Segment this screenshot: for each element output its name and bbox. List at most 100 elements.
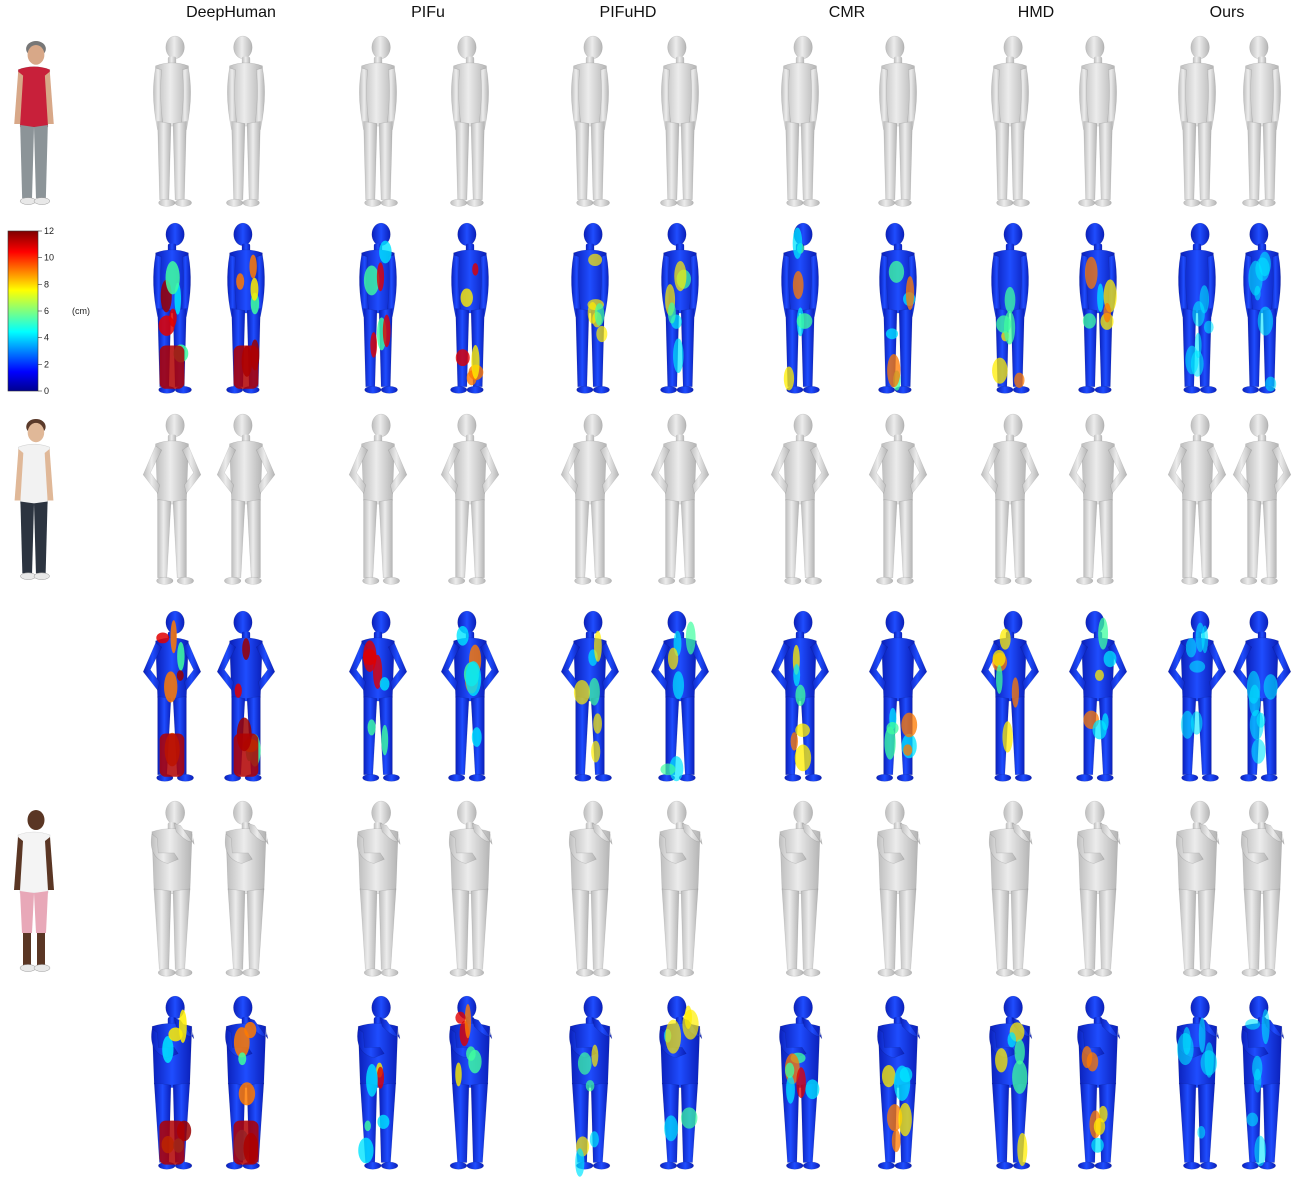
error-hotspot xyxy=(905,276,915,311)
mesh-rendering-cmr-front xyxy=(770,413,830,585)
error-map-cmr-front xyxy=(770,610,830,782)
error-hotspot xyxy=(1185,345,1199,375)
error-map-cmr-back xyxy=(868,610,928,782)
error-hotspot xyxy=(1103,650,1117,668)
error-hotspot xyxy=(1256,712,1266,728)
error-hotspot xyxy=(672,671,685,700)
mesh-rendering-ours-front xyxy=(1175,800,1220,977)
error-map-pifuhd-front xyxy=(571,222,610,394)
error-hotspot xyxy=(786,1075,795,1104)
error-hotspot xyxy=(1098,617,1109,650)
error-hotspot xyxy=(793,663,801,687)
error-hotspot xyxy=(164,671,178,703)
colorbar-tick-label: 8 xyxy=(44,279,49,289)
error-hotspot xyxy=(1190,711,1203,735)
error-hotspot xyxy=(1261,1009,1270,1045)
mesh-rendering-hmd-back xyxy=(1076,800,1121,977)
error-map-deephuman-back xyxy=(216,610,276,782)
colorbar-tick-label: 10 xyxy=(44,253,54,263)
error-map-ours-back xyxy=(1241,995,1285,1170)
error-hotspot xyxy=(588,253,603,267)
error-hotspot xyxy=(667,302,676,324)
error-hotspot xyxy=(162,1036,174,1064)
error-hotspot xyxy=(1094,669,1104,681)
error-hotspot xyxy=(455,349,470,367)
error-hotspot xyxy=(1007,1032,1017,1048)
mesh-rendering-pifuhd-back xyxy=(660,35,699,207)
error-map-deephuman-front xyxy=(142,610,202,782)
error-map-hmd-front xyxy=(991,222,1030,394)
error-hotspot xyxy=(1091,1137,1104,1153)
error-hotspot xyxy=(585,1080,595,1092)
error-hotspot xyxy=(790,732,799,751)
error-hotspot xyxy=(1252,1055,1263,1081)
column-header-deephuman: DeepHuman xyxy=(186,4,276,21)
error-hotspot xyxy=(785,1062,795,1078)
mesh-rendering-pifu-back xyxy=(450,35,489,207)
error-hotspot xyxy=(1011,677,1019,708)
error-hotspot xyxy=(472,263,479,276)
mesh-rendering-deephuman-front xyxy=(153,35,192,207)
error-hotspot xyxy=(1082,313,1096,329)
mesh-rendering-ours-front xyxy=(1178,35,1217,207)
error-hotspot xyxy=(465,661,482,697)
error-map-cmr-front xyxy=(779,995,823,1170)
colorbar-ticks: 0 2 4 6 8 10 12 xyxy=(38,226,54,396)
error-hotspot xyxy=(783,366,795,391)
colorbar-tick-label: 4 xyxy=(44,333,49,343)
error-hotspot xyxy=(885,328,899,340)
error-hotspot xyxy=(1263,674,1278,700)
mesh-rendering-ours-back xyxy=(1242,35,1281,207)
error-hotspot xyxy=(992,357,1008,384)
error-hotspot xyxy=(1192,301,1205,327)
error-map-ours-back xyxy=(1232,610,1292,782)
error-map-cmr-front xyxy=(781,222,820,394)
error-hotspot xyxy=(455,1062,462,1087)
error-hotspot xyxy=(460,288,473,307)
error-hotspot xyxy=(1248,260,1263,296)
error-map-pifu-back xyxy=(450,222,489,394)
error-hotspot xyxy=(1200,1050,1218,1076)
body-renderings xyxy=(142,35,1292,1177)
mesh-rendering-pifuhd-front xyxy=(568,800,613,977)
column-header-ours: Ours xyxy=(1209,4,1245,21)
error-map-ours-front xyxy=(1167,610,1227,782)
error-hotspot xyxy=(159,1120,185,1165)
error-map-pifu-front xyxy=(357,995,401,1170)
error-hotspot xyxy=(363,265,380,296)
colorbar-tick-label: 0 xyxy=(44,386,49,396)
error-hotspot xyxy=(891,1129,901,1153)
error-hotspot xyxy=(796,313,813,329)
error-hotspot xyxy=(685,621,696,655)
error-hotspot xyxy=(594,630,602,662)
error-map-hmd-back xyxy=(1077,995,1121,1170)
error-hotspot xyxy=(664,1115,678,1142)
error-hotspot xyxy=(893,1065,911,1102)
error-map-hmd-front xyxy=(980,610,1040,782)
error-map-pifuhd-back xyxy=(660,222,699,394)
error-hotspot xyxy=(795,684,806,707)
mesh-rendering-hmd-front xyxy=(988,800,1033,977)
error-hotspot xyxy=(233,733,259,777)
error-hotspot xyxy=(903,744,913,756)
error-hotspot xyxy=(1201,625,1209,654)
mesh-rendering-pifu-back xyxy=(448,800,493,977)
error-map-pifuhd-back xyxy=(650,610,710,782)
mesh-rendering-cmr-front xyxy=(781,35,820,207)
mesh-rendering-pifuhd-front xyxy=(571,35,610,207)
error-map-deephuman-front xyxy=(151,995,195,1170)
error-hotspot xyxy=(468,1049,482,1074)
mesh-rendering-ours-back xyxy=(1240,800,1285,977)
error-hotspot xyxy=(1246,670,1261,704)
error-hotspot xyxy=(250,277,259,301)
mesh-rendering-hmd-front xyxy=(980,413,1040,585)
error-hotspot xyxy=(238,1082,256,1106)
mesh-rendering-pifuhd-back xyxy=(658,800,703,977)
error-hotspot xyxy=(669,756,684,782)
colorbar-tick-label: 2 xyxy=(44,359,49,369)
error-hotspot xyxy=(573,679,590,705)
mesh-rendering-cmr-front xyxy=(778,800,823,977)
error-hotspot xyxy=(1189,660,1206,673)
error-hotspot xyxy=(660,763,676,776)
error-hotspot xyxy=(238,1052,247,1066)
